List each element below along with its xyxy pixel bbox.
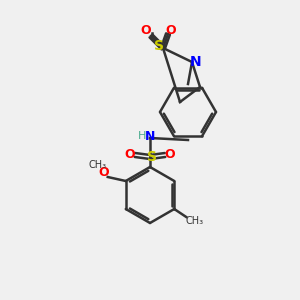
Text: CH₃: CH₃ bbox=[185, 216, 203, 226]
Text: O: O bbox=[125, 148, 135, 161]
Text: S: S bbox=[154, 39, 164, 53]
Text: S: S bbox=[147, 150, 157, 164]
Text: O: O bbox=[141, 23, 151, 37]
Text: N: N bbox=[190, 55, 202, 69]
Text: O: O bbox=[165, 148, 175, 161]
Text: O: O bbox=[98, 167, 109, 179]
Text: CH₃: CH₃ bbox=[89, 160, 107, 170]
Text: N: N bbox=[145, 130, 155, 142]
Text: H: H bbox=[138, 131, 146, 141]
Text: O: O bbox=[166, 23, 176, 37]
